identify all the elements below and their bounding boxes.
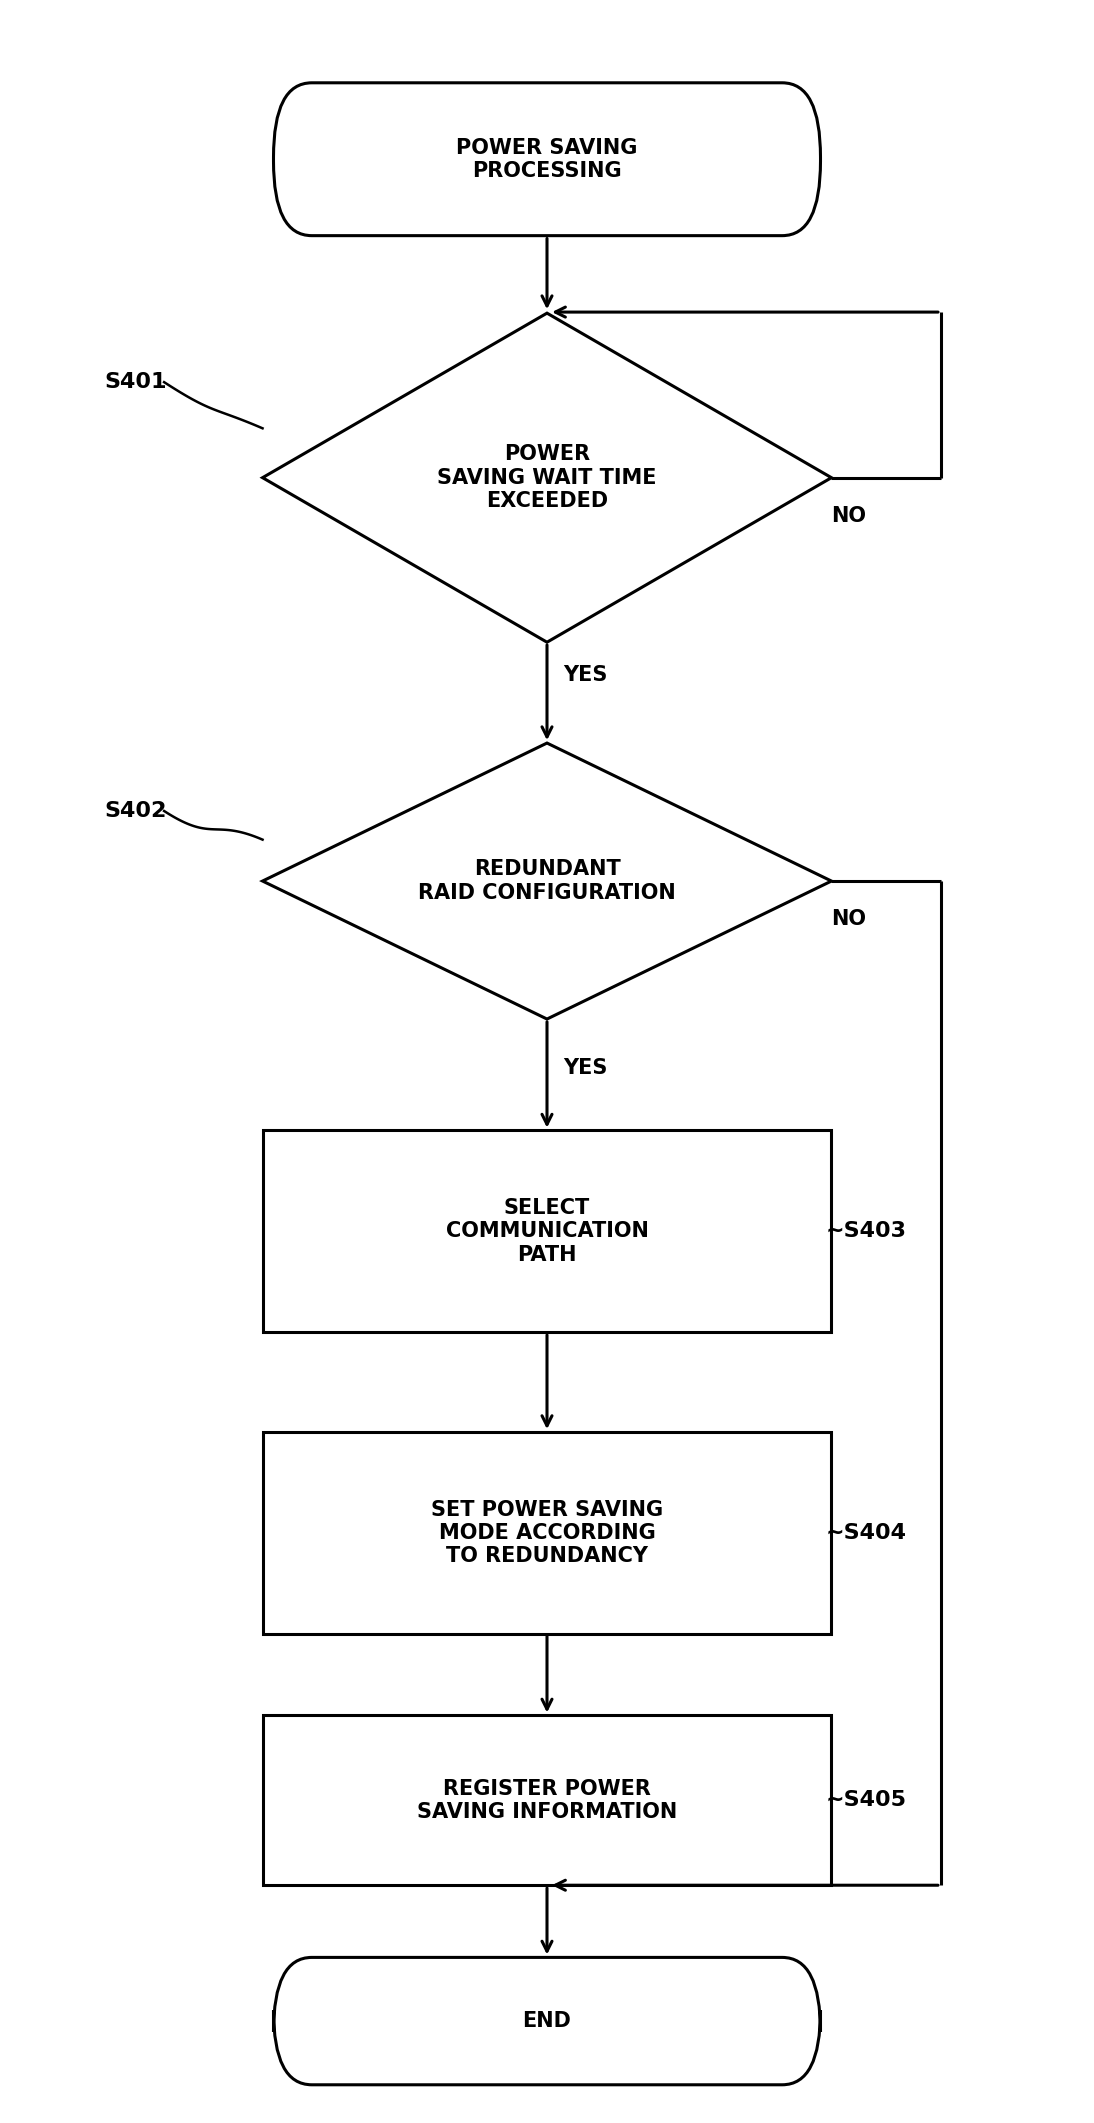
Text: S401: S401 bbox=[104, 372, 166, 393]
Bar bbox=[263, 1715, 831, 1885]
Text: S402: S402 bbox=[104, 800, 166, 822]
Text: POWER SAVING
PROCESSING: POWER SAVING PROCESSING bbox=[456, 138, 638, 180]
Text: ~S405: ~S405 bbox=[826, 1790, 907, 1811]
Text: REGISTER POWER
SAVING INFORMATION: REGISTER POWER SAVING INFORMATION bbox=[417, 1779, 677, 1822]
Text: YES: YES bbox=[563, 1057, 608, 1078]
Polygon shape bbox=[263, 743, 831, 1019]
Bar bbox=[263, 1431, 831, 1635]
Text: NO: NO bbox=[831, 909, 866, 930]
Text: POWER
SAVING WAIT TIME
EXCEEDED: POWER SAVING WAIT TIME EXCEEDED bbox=[438, 444, 656, 512]
Text: REDUNDANT
RAID CONFIGURATION: REDUNDANT RAID CONFIGURATION bbox=[418, 860, 676, 902]
Polygon shape bbox=[263, 312, 831, 641]
Bar bbox=[263, 1129, 831, 1333]
Text: ~S403: ~S403 bbox=[826, 1221, 907, 1242]
Text: ~S404: ~S404 bbox=[826, 1522, 907, 1543]
Text: SET POWER SAVING
MODE ACCORDING
TO REDUNDANCY: SET POWER SAVING MODE ACCORDING TO REDUN… bbox=[431, 1499, 663, 1567]
Text: NO: NO bbox=[831, 505, 866, 527]
FancyBboxPatch shape bbox=[274, 1957, 820, 2085]
FancyBboxPatch shape bbox=[274, 83, 820, 236]
Text: SELECT
COMMUNICATION
PATH: SELECT COMMUNICATION PATH bbox=[445, 1197, 649, 1265]
Text: END: END bbox=[523, 2010, 571, 2032]
Text: YES: YES bbox=[563, 664, 608, 686]
